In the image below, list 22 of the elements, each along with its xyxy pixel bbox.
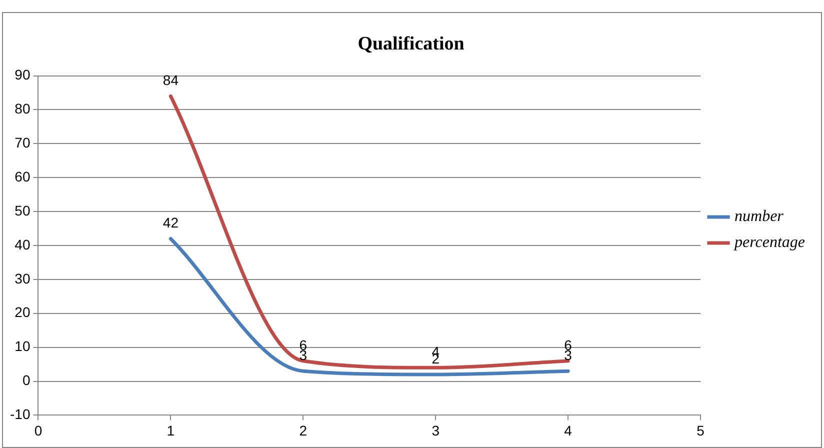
data-label: 84: [162, 72, 179, 88]
y-tick-label: 90: [14, 66, 30, 83]
y-tick-label: 0: [22, 372, 30, 388]
y-tick-label: 10: [14, 338, 30, 354]
y-tick-label: 70: [14, 134, 30, 151]
y-tick-label: 20: [14, 304, 30, 320]
y-tick-label: 80: [14, 100, 30, 117]
y-tick-label: 60: [14, 168, 30, 184]
y-tick-label: 40: [14, 236, 30, 252]
x-tick-label: 2: [299, 422, 308, 438]
data-label: 42: [162, 214, 179, 231]
legend-label: number: [734, 208, 784, 226]
x-tick-label: 3: [432, 422, 440, 438]
y-tick-label: -10: [10, 406, 30, 422]
legend-label: percentage: [734, 234, 805, 252]
x-tick-label: 4: [564, 422, 572, 438]
x-tick-label: 1: [166, 422, 175, 438]
y-tick-label: 50: [14, 202, 30, 218]
chart-title: Qualification: [358, 33, 465, 54]
x-tick-label: 0: [34, 422, 42, 438]
y-tick-label: 30: [14, 270, 30, 286]
x-tick-label: 5: [696, 422, 705, 438]
